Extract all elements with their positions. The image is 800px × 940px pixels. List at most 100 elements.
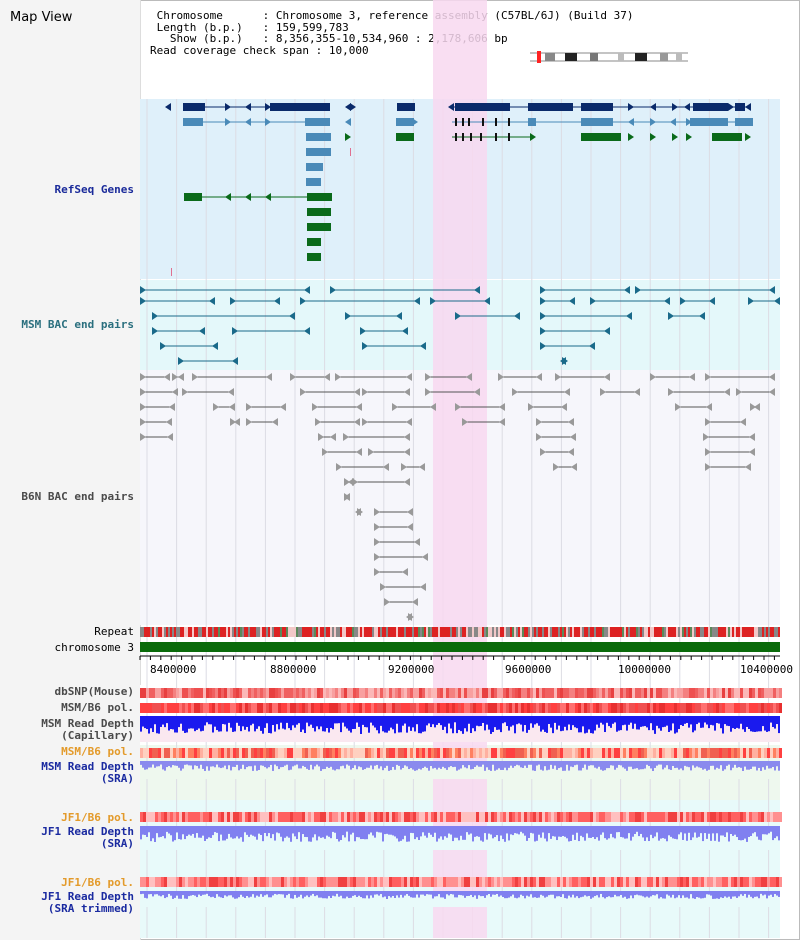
dbsnp-strip	[746, 688, 749, 698]
msm-depth-capillary	[728, 716, 730, 727]
dbsnp-strip	[284, 688, 287, 698]
b6n-bac-label[interactable]: B6N BAC end pairs	[21, 490, 134, 503]
msm-pol-sra-strip	[674, 748, 677, 758]
jf1-trim-depth	[288, 891, 290, 894]
jf1-depth	[422, 826, 424, 833]
jf1-pol-strip	[704, 812, 707, 822]
repeat-segment	[328, 627, 330, 637]
msm-pol-sra-label[interactable]: MSM/B6 pol.	[61, 745, 134, 758]
jf1-depth	[506, 826, 508, 834]
jf1-trim-depth	[542, 891, 544, 896]
msm-pol-label[interactable]: MSM/B6 pol.	[61, 701, 134, 714]
refseq-genes-label[interactable]: RefSeq Genes	[54, 183, 134, 196]
msm-pol-sra-strip	[446, 748, 449, 758]
repeat-segment	[406, 627, 408, 637]
jf1-pol2-strip	[398, 877, 401, 887]
repeat-segment	[556, 627, 558, 637]
msm-bac-label[interactable]: MSM BAC end pairs	[21, 318, 134, 331]
msm-depth-capillary-label[interactable]: MSM Read Depth	[41, 717, 134, 730]
jf1-pol-strip	[551, 812, 554, 822]
msm-pol-strip	[737, 703, 740, 713]
dbsnp-label[interactable]: dbSNP(Mouse)	[54, 685, 134, 698]
jf1-pol2-label[interactable]: JF1/B6 pol.	[61, 876, 134, 889]
jf1-trim-depth	[376, 891, 378, 895]
jf1-depth-label[interactable]: JF1 Read Depth	[41, 825, 134, 838]
repeat-segment	[442, 627, 444, 637]
jf1-depth	[246, 826, 248, 835]
msm-pol-strip	[776, 703, 779, 713]
msm-pol-sra-strip	[611, 748, 614, 758]
jf1-depth	[516, 826, 518, 834]
repeat-segment	[256, 627, 258, 637]
msm-depth-capillary	[290, 716, 292, 731]
msm-depth-sra-label[interactable]: MSM Read Depth	[41, 760, 134, 773]
jf1-pol-strip	[164, 812, 167, 822]
jf1-trim-depth	[728, 891, 730, 897]
msm-depth-capillary	[412, 716, 414, 728]
dbsnp-strip	[473, 688, 476, 698]
msm-depth-sra	[742, 761, 744, 771]
jf1-trim-sub: (SRA trimmed)	[47, 902, 134, 915]
repeat-segment	[588, 627, 590, 637]
repeat-segment	[538, 627, 540, 637]
jf1-pol2-strip	[221, 877, 224, 887]
msm-pol-sra-strip	[449, 748, 452, 758]
msm-pol-strip	[668, 703, 671, 713]
msm-depth-capillary	[534, 716, 536, 725]
msm-depth-capillary	[442, 716, 444, 730]
jf1-pol-strip	[326, 812, 329, 822]
jf1-pol-strip	[155, 812, 158, 822]
msm-depth-capillary	[618, 716, 620, 731]
exon-tick	[482, 118, 484, 126]
msm-depth-sra	[706, 761, 708, 771]
jf1-depth	[470, 826, 472, 834]
msm-pol-sra-strip	[368, 748, 371, 758]
jf1-depth	[670, 826, 672, 837]
repeat-segment	[532, 627, 534, 637]
dbsnp-strip	[485, 688, 488, 698]
jf1-depth	[160, 826, 162, 837]
jf1-pol-strip	[560, 812, 563, 822]
jf1-trim-depth	[658, 891, 660, 899]
msm-pol-sra-strip	[746, 748, 749, 758]
jf1-pol-strip	[479, 812, 482, 822]
ideogram-band	[565, 53, 577, 61]
jf1-depth	[578, 826, 580, 842]
msm-pol-strip	[599, 703, 602, 713]
msm-depth-capillary	[562, 716, 564, 731]
b6n-bac-end	[352, 478, 358, 486]
jf1-depth	[374, 826, 376, 838]
refseq-gene	[306, 148, 331, 156]
jf1-pol-strip	[290, 812, 293, 822]
msm-pol-strip	[626, 703, 629, 713]
dbsnp-strip	[524, 688, 527, 698]
jf1-trim-depth	[500, 891, 502, 896]
jf1-pol-label[interactable]: JF1/B6 pol.	[61, 811, 134, 824]
msm-pol-strip	[272, 703, 275, 713]
jf1-pol2-strip	[263, 877, 266, 887]
repeat-segment	[614, 627, 616, 637]
jf1-trim-depth	[242, 891, 244, 897]
b6n-bac-end	[528, 403, 534, 411]
jf1-pol2-strip	[371, 877, 374, 887]
msm-depth-sra	[752, 761, 754, 767]
jf1-pol2-strip	[497, 877, 500, 887]
msm-depth-capillary	[462, 716, 464, 734]
jf1-depth	[466, 826, 468, 833]
msm-depth-sra	[728, 761, 730, 765]
b6n-bac-end	[422, 553, 428, 561]
msm-depth-capillary	[472, 716, 474, 729]
msm-pol-sra-strip	[245, 748, 248, 758]
jf1-depth	[162, 826, 164, 837]
gene-arrow	[350, 103, 356, 111]
msm-pol-sra-strip	[419, 748, 422, 758]
repeat-segment	[164, 627, 166, 637]
msm-depth-capillary	[532, 716, 534, 728]
jf1-trim-label[interactable]: JF1 Read Depth	[41, 890, 134, 903]
jf1-trim-depth	[696, 891, 698, 898]
msm-depth-sra	[446, 761, 448, 770]
jf1-pol2-strip	[479, 877, 482, 887]
jf1-trim-depth	[246, 891, 248, 897]
msm-depth-capillary	[698, 716, 700, 723]
